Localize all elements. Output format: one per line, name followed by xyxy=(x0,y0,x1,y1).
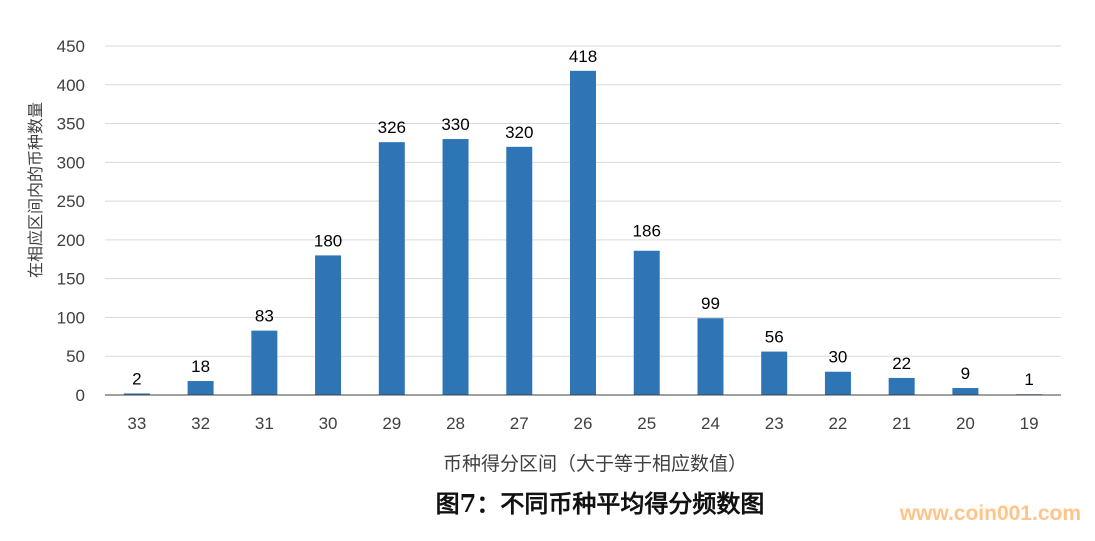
y-tick-label: 150 xyxy=(57,270,85,289)
x-tick-label: 19 xyxy=(1020,414,1039,433)
x-tick-label: 25 xyxy=(637,414,656,433)
data-label: 56 xyxy=(765,328,784,347)
bar xyxy=(442,139,469,395)
bar xyxy=(697,318,724,395)
bar xyxy=(570,70,596,395)
y-tick-label: 0 xyxy=(76,386,85,405)
bar xyxy=(633,250,660,395)
data-label: 18 xyxy=(191,357,210,376)
x-tick-label: 21 xyxy=(892,414,911,433)
y-axis-label: 在相应区间内的币种数量 xyxy=(26,101,45,279)
x-axis-label: 币种得分区间（大于等于相应数值） xyxy=(442,453,747,475)
data-label: 180 xyxy=(314,231,342,250)
data-label: 320 xyxy=(505,123,533,142)
y-tick-label: 250 xyxy=(57,192,85,211)
y-tick-label: 200 xyxy=(57,231,85,250)
y-tick-label: 350 xyxy=(57,115,85,134)
y-tick-label: 300 xyxy=(57,153,85,172)
bar xyxy=(378,142,405,395)
data-label: 326 xyxy=(378,118,406,137)
data-label: 99 xyxy=(701,294,720,313)
x-tick-label: 22 xyxy=(828,414,847,433)
bar xyxy=(506,146,533,395)
x-tick-label: 20 xyxy=(956,414,975,433)
x-tick-label: 31 xyxy=(255,414,274,433)
x-tick-label: 29 xyxy=(382,414,401,433)
data-label: 9 xyxy=(961,364,970,383)
bar xyxy=(123,393,150,395)
bar xyxy=(824,371,851,395)
x-tick-label: 26 xyxy=(574,414,593,433)
data-label: 1 xyxy=(1024,370,1033,389)
data-label: 186 xyxy=(633,222,661,241)
watermark: www.coin001.com xyxy=(899,502,1081,525)
bar xyxy=(888,377,915,395)
x-tick-label: 30 xyxy=(319,414,338,433)
data-label: 30 xyxy=(828,348,847,367)
data-label: 22 xyxy=(892,354,911,373)
data-label: 330 xyxy=(441,115,469,134)
y-tick-label: 450 xyxy=(57,37,85,56)
x-tick-label: 27 xyxy=(510,414,529,433)
bar xyxy=(761,351,788,395)
y-tick-label: 50 xyxy=(66,347,85,366)
bar xyxy=(952,388,979,395)
data-label: 83 xyxy=(255,307,274,326)
y-tick-label: 100 xyxy=(57,308,85,327)
x-tick-label: 28 xyxy=(446,414,465,433)
x-tick-label: 23 xyxy=(765,414,784,433)
bar xyxy=(315,255,342,395)
chart-title: 图7：不同币种平均得分频数图 xyxy=(435,489,765,518)
x-tick-label: 24 xyxy=(701,414,720,433)
y-tick-label: 400 xyxy=(57,76,85,95)
data-label: 418 xyxy=(569,47,597,66)
x-tick-label: 32 xyxy=(191,414,210,433)
bar xyxy=(187,381,214,395)
data-label: 2 xyxy=(132,369,141,388)
x-tick-label: 33 xyxy=(127,414,146,433)
bar xyxy=(251,330,278,395)
